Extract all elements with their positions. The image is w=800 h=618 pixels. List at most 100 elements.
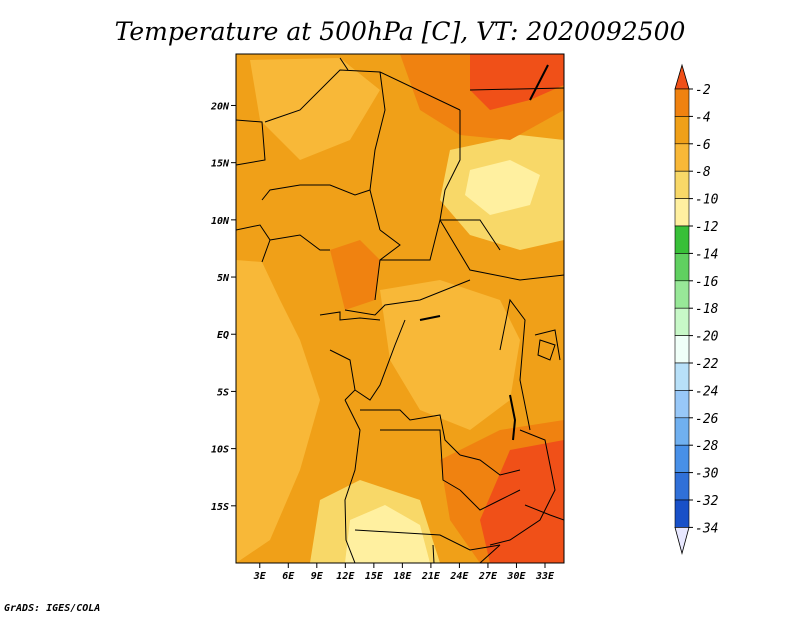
grads-credit: GrADS: IGES/COLA [4, 603, 101, 614]
region-angola-coolest [345, 505, 430, 563]
region-northeast-hot [470, 54, 564, 110]
colorbar-label: -16 [695, 275, 719, 290]
colorbar-swatch [674, 499, 690, 528]
y-tick-label: 15N [211, 159, 230, 170]
y-tick-label: 20N [210, 101, 230, 112]
x-tick-label: 3E [253, 571, 267, 582]
region-sudan-coolest [465, 160, 540, 215]
x-tick-label: 18E [393, 571, 412, 582]
colorbar-swatch [674, 307, 690, 336]
temperature-map [236, 54, 564, 563]
x-tick-label: 15E [365, 571, 384, 582]
colorbar-swatch [674, 116, 690, 145]
border-line [432, 544, 435, 563]
border-line [236, 224, 271, 263]
border-line [419, 315, 441, 321]
chart-title: Temperature at 500hPa [C], VT: 202009250… [115, 17, 686, 46]
colorbar-label: -30 [695, 467, 719, 482]
colorbar-swatch [674, 88, 690, 117]
x-tick-label: 6E [282, 571, 295, 582]
region-west-coast [236, 260, 320, 563]
colorbar-label: -26 [695, 412, 719, 427]
border-line [439, 110, 461, 221]
x-tick-label: 9E [311, 571, 324, 582]
border-line [354, 529, 501, 551]
colorbar-swatch [674, 417, 690, 446]
border-line [236, 119, 266, 166]
border-line [329, 349, 356, 401]
colorbar-swatch [674, 472, 690, 501]
colorbar-label: -8 [695, 165, 711, 180]
colorbar-swatch [674, 170, 690, 199]
border-line [479, 544, 501, 563]
border-line [380, 429, 461, 491]
colorbar-legend: -2 -4 -6 -8 -10 -12 -14 -16 -18 -20 -22 -24 -26 -28 -3… [674, 63, 719, 555]
colorbar-swatch [674, 280, 690, 309]
border-line [499, 298, 531, 431]
border-line [509, 394, 517, 441]
y-tick-label: 10N [211, 216, 230, 227]
colorbar-swatch [674, 225, 690, 254]
border-line [524, 504, 564, 521]
y-axis: 20N 15N 10N 5N EQ 5S 10S 15S [210, 101, 236, 513]
region-cameroon-warm [330, 240, 380, 310]
colorbar-label: -10 [695, 193, 719, 208]
y-tick-label: 5N [217, 273, 230, 284]
border-line [529, 64, 549, 101]
border-line [339, 57, 349, 71]
colorbar-swatch [674, 390, 690, 419]
x-tick-label: 21E [421, 571, 441, 582]
colorbar-swatch [674, 335, 690, 364]
plot-frame [235, 53, 565, 564]
colorbar-label: -34 [695, 521, 718, 536]
border-line [354, 319, 406, 401]
border-line [344, 399, 361, 563]
border-line [344, 279, 471, 316]
y-tick-label: 5S [217, 387, 229, 398]
border-line [439, 219, 564, 281]
border-line [261, 184, 371, 201]
border-line [360, 409, 461, 456]
border-line [469, 87, 564, 91]
border-line [374, 229, 401, 301]
x-tick-label: 30E [506, 571, 526, 582]
y-tick-label: 10S [211, 445, 229, 456]
colorbar-label: -20 [695, 330, 719, 345]
border-line [319, 311, 381, 321]
colorbar-extend-max [674, 63, 690, 90]
x-tick-label: 27E [478, 571, 498, 582]
colorbar-label: -32 [695, 494, 719, 509]
y-tick-label: 15S [211, 502, 229, 513]
y-tick-label: EQ [217, 330, 229, 341]
colorbar-label: -6 [695, 138, 711, 153]
border-line [369, 71, 386, 231]
region-sahara [250, 58, 380, 160]
x-tick-label: 12E [336, 571, 355, 582]
region-southeast-hot [480, 440, 564, 563]
colorbar-label: -12 [695, 220, 719, 235]
colorbar-label: -22 [695, 357, 719, 372]
border-line [534, 329, 561, 361]
border-line [459, 454, 521, 476]
colorbar-extend-min [674, 527, 690, 555]
border-line [489, 429, 556, 546]
x-tick-label: 33E [535, 571, 555, 582]
colorbar-swatch [674, 143, 690, 172]
x-tick-label: 24E [449, 571, 469, 582]
colorbar-label: -4 [695, 110, 711, 125]
x-axis: 3E 6E 9E 12E 15E 18E 21E 24E 27E 30E 33E [253, 563, 555, 582]
colorbar-label: -14 [695, 247, 718, 262]
border-line [459, 489, 521, 511]
colorbar-swatch [674, 198, 690, 227]
colorbar-swatch [674, 362, 690, 391]
colorbar-swatch [674, 444, 690, 473]
country-borders [236, 57, 564, 563]
colorbar-label: -18 [695, 302, 719, 317]
colorbar-swatch [674, 253, 690, 282]
border-line [269, 234, 330, 251]
colorbar-label: -24 [695, 384, 718, 399]
region-congo [380, 280, 520, 430]
colorbar-label: -28 [695, 439, 719, 454]
colorbar-label: -2 [695, 83, 711, 98]
